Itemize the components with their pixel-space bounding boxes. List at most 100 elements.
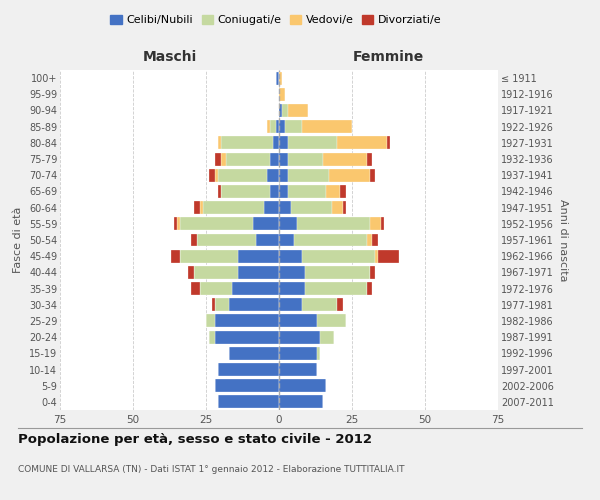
Bar	[288, 169, 329, 181]
Bar	[215, 152, 221, 166]
Bar	[288, 152, 323, 166]
Bar	[215, 379, 279, 392]
Bar	[340, 185, 346, 198]
Bar	[218, 136, 221, 149]
Bar	[279, 185, 288, 198]
Bar	[373, 234, 378, 246]
Bar	[279, 298, 302, 311]
Bar	[296, 218, 370, 230]
Bar	[268, 120, 270, 133]
Bar	[320, 330, 334, 344]
Bar	[191, 234, 197, 246]
Bar	[215, 314, 279, 328]
Bar	[238, 250, 279, 262]
Bar	[279, 120, 285, 133]
Bar	[194, 201, 200, 214]
Bar	[174, 218, 177, 230]
Bar	[218, 363, 279, 376]
Bar	[329, 169, 370, 181]
Bar	[171, 250, 180, 262]
Bar	[226, 152, 270, 166]
Bar	[378, 250, 399, 262]
Bar	[279, 363, 317, 376]
Bar	[221, 152, 226, 166]
Bar	[270, 120, 276, 133]
Legend: Celibi/Nubili, Coniugati/e, Vedovi/e, Divorziati/e: Celibi/Nubili, Coniugati/e, Vedovi/e, Di…	[106, 10, 446, 30]
Bar	[367, 282, 373, 295]
Bar	[209, 169, 215, 181]
Bar	[302, 298, 337, 311]
Text: Popolazione per età, sesso e stato civile - 2012: Popolazione per età, sesso e stato civil…	[18, 432, 372, 446]
Bar	[376, 250, 378, 262]
Bar	[279, 88, 285, 101]
Bar	[279, 379, 326, 392]
Bar	[305, 282, 367, 295]
Bar	[177, 218, 180, 230]
Bar	[290, 201, 332, 214]
Bar	[270, 185, 279, 198]
Bar	[218, 396, 279, 408]
Bar	[302, 250, 376, 262]
Bar	[285, 120, 302, 133]
Bar	[317, 347, 320, 360]
Bar	[288, 104, 308, 117]
Text: Femmine: Femmine	[353, 50, 424, 64]
Bar	[276, 72, 279, 85]
Bar	[282, 104, 288, 117]
Bar	[180, 218, 253, 230]
Bar	[279, 347, 317, 360]
Bar	[302, 120, 352, 133]
Bar	[279, 396, 323, 408]
Bar	[191, 282, 200, 295]
Bar	[279, 250, 302, 262]
Bar	[229, 298, 279, 311]
Bar	[332, 201, 343, 214]
Y-axis label: Fasce di età: Fasce di età	[13, 207, 23, 273]
Bar	[218, 169, 268, 181]
Bar	[279, 136, 288, 149]
Bar	[238, 266, 279, 279]
Bar	[279, 152, 288, 166]
Bar	[317, 314, 346, 328]
Bar	[279, 282, 305, 295]
Bar	[194, 266, 238, 279]
Bar	[323, 152, 367, 166]
Bar	[209, 330, 215, 344]
Bar	[288, 136, 337, 149]
Bar	[279, 234, 293, 246]
Bar	[288, 185, 326, 198]
Bar	[279, 266, 305, 279]
Bar	[221, 136, 273, 149]
Bar	[276, 120, 279, 133]
Bar	[215, 330, 279, 344]
Bar	[229, 347, 279, 360]
Bar	[370, 266, 376, 279]
Bar	[212, 298, 215, 311]
Bar	[279, 218, 296, 230]
Bar	[305, 266, 370, 279]
Text: Maschi: Maschi	[142, 50, 197, 64]
Bar	[279, 201, 290, 214]
Bar	[200, 282, 232, 295]
Bar	[343, 201, 346, 214]
Bar	[337, 298, 343, 311]
Bar	[387, 136, 390, 149]
Bar	[273, 136, 279, 149]
Bar	[279, 330, 320, 344]
Bar	[265, 201, 279, 214]
Bar	[293, 234, 367, 246]
Bar	[180, 250, 238, 262]
Bar	[381, 218, 384, 230]
Bar	[270, 152, 279, 166]
Bar	[197, 234, 256, 246]
Bar	[221, 185, 270, 198]
Bar	[200, 201, 203, 214]
Bar	[279, 169, 288, 181]
Bar	[279, 72, 282, 85]
Bar	[218, 185, 221, 198]
Bar	[367, 152, 373, 166]
Text: COMUNE DI VALLARSA (TN) - Dati ISTAT 1° gennaio 2012 - Elaborazione TUTTITALIA.I: COMUNE DI VALLARSA (TN) - Dati ISTAT 1° …	[18, 466, 404, 474]
Bar	[268, 169, 279, 181]
Bar	[370, 218, 381, 230]
Y-axis label: Anni di nascita: Anni di nascita	[557, 198, 568, 281]
